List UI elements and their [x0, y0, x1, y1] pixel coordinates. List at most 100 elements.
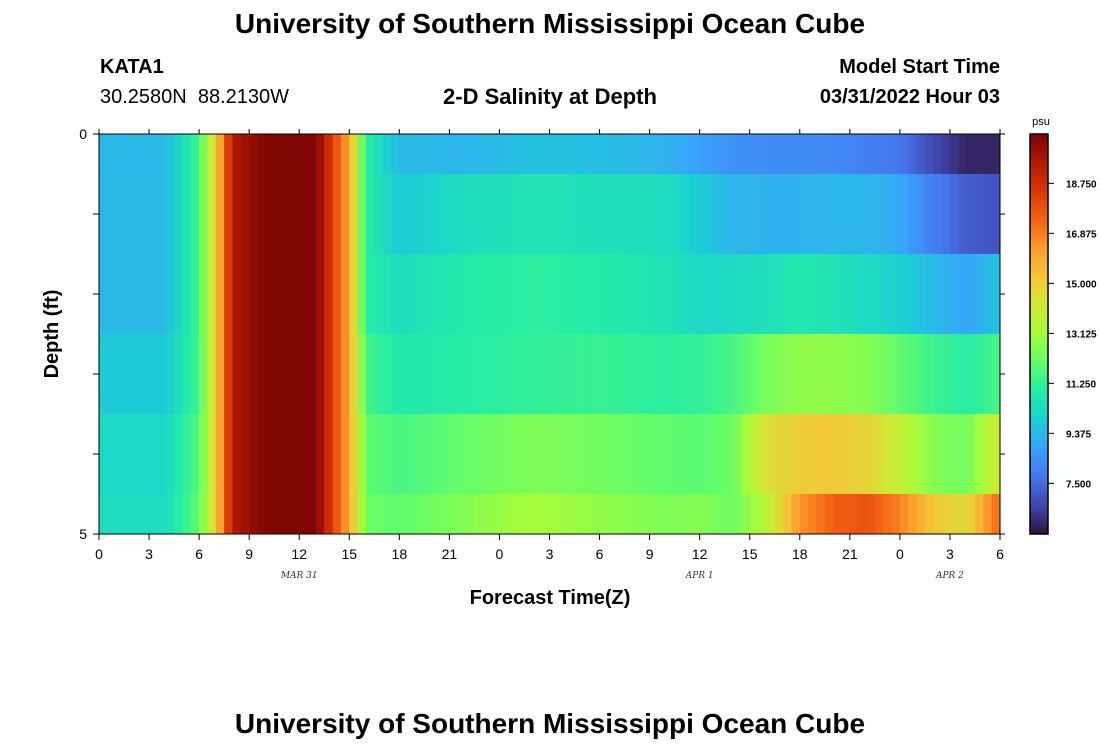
x-tick-label: 3 [546, 546, 554, 562]
heatmap-cell [365, 334, 375, 415]
heatmap-cell [632, 414, 642, 495]
heatmap-cell [858, 414, 868, 495]
heatmap-cell [958, 494, 968, 534]
heatmap-cell [916, 414, 926, 495]
heatmap-cell [607, 334, 617, 415]
heatmap-cell [499, 494, 509, 534]
heatmap-cell [699, 254, 709, 335]
heatmap-cell [741, 174, 751, 255]
heatmap-cell [474, 134, 484, 175]
heatmap-cell [290, 414, 300, 495]
heatmap-cell [566, 134, 576, 175]
heatmap-cell [441, 174, 450, 255]
heatmap-cell [607, 134, 617, 175]
heatmap-cell [591, 254, 601, 335]
heatmap-cell [149, 174, 158, 255]
heatmap-cell [749, 334, 759, 415]
heatmap-cell [424, 494, 434, 534]
heatmap-cell [190, 494, 200, 534]
heatmap-cell [657, 174, 667, 255]
heatmap-cell [307, 494, 317, 534]
heatmap-cell [441, 414, 450, 495]
heatmap-cell [532, 174, 542, 255]
heatmap-cell [232, 414, 242, 495]
heatmap-cell [866, 174, 876, 255]
heatmap-cell [758, 414, 767, 495]
heatmap-cell [124, 254, 133, 335]
heatmap-cell [424, 414, 434, 495]
heatmap-cell [691, 174, 701, 255]
heatmap-cell [115, 334, 125, 415]
heatmap-cell [699, 414, 709, 495]
x-tick-label: 12 [692, 546, 708, 562]
heatmap-cell [808, 254, 818, 335]
heatmap-cell [758, 254, 767, 335]
heatmap-cell [382, 174, 392, 255]
heatmap-cell [99, 414, 108, 495]
heatmap-cell [140, 494, 150, 534]
heatmap-cell [199, 134, 209, 175]
heatmap-cell [349, 254, 359, 335]
heatmap-cell [532, 134, 542, 175]
heatmap-cell [632, 134, 642, 175]
x-tick-label: 0 [95, 546, 103, 562]
heatmap-cell [315, 414, 325, 495]
heatmap-cell [124, 494, 133, 534]
heatmap-cell [991, 334, 1000, 415]
heatmap-cell [816, 254, 826, 335]
heatmap-cell [666, 254, 676, 335]
heatmap-cell [549, 334, 559, 415]
heatmap-cell [516, 334, 526, 415]
heatmap-cell [716, 134, 726, 175]
heatmap-cell [808, 494, 818, 534]
heatmap-cell [240, 254, 250, 335]
heatmap-cell [541, 494, 551, 534]
heatmap-cell [407, 174, 417, 255]
heatmap-cell [833, 494, 843, 534]
heatmap-cell [274, 134, 284, 175]
heatmap-cell [174, 134, 184, 175]
heatmap-cell [290, 334, 300, 415]
heatmap-cell [866, 334, 876, 415]
heatmap-cell [933, 254, 943, 335]
heatmap-cell [207, 414, 217, 495]
heatmap-cell [132, 134, 142, 175]
heatmap-cell [99, 254, 108, 335]
heatmap-cell [532, 254, 542, 335]
heatmap-cell [507, 494, 517, 534]
heatmap-cell [924, 414, 934, 495]
heatmap-cell [524, 414, 534, 495]
heatmap-cell [107, 334, 117, 415]
heatmap-cell [290, 494, 300, 534]
heatmap-cell [516, 254, 526, 335]
heatmap-cell [182, 254, 192, 335]
heatmap-cell [315, 494, 325, 534]
heatmap-cell [307, 134, 317, 175]
x-tick-label: 0 [496, 546, 504, 562]
heatmap-cell [282, 334, 292, 415]
heatmap-cell [791, 494, 801, 534]
heatmap-cell [432, 254, 442, 335]
x-tick-label: 6 [996, 546, 1004, 562]
heatmap-cell [824, 414, 834, 495]
heatmap-cell [115, 174, 125, 255]
heatmap-cell [741, 414, 751, 495]
heatmap-cell [324, 134, 334, 175]
colorbar-unit: psu [1032, 116, 1050, 128]
heatmap-cell [441, 494, 450, 534]
heatmap-cell [516, 494, 526, 534]
heatmap-cell [958, 134, 968, 175]
heatmap-cell [766, 174, 776, 255]
heatmap-cell [841, 174, 851, 255]
heatmap-cell [616, 254, 626, 335]
heatmap-cell [232, 494, 242, 534]
heatmap-cell [774, 334, 784, 415]
heatmap-cell [416, 414, 425, 495]
heatmap-cell [524, 174, 534, 255]
heatmap-cell [249, 134, 259, 175]
heatmap-cell [240, 334, 250, 415]
heatmap-cell [507, 174, 517, 255]
heatmap-cell [591, 134, 601, 175]
colorbar-tick-label: 11.250 [1066, 379, 1096, 390]
heatmap-cell [399, 334, 409, 415]
